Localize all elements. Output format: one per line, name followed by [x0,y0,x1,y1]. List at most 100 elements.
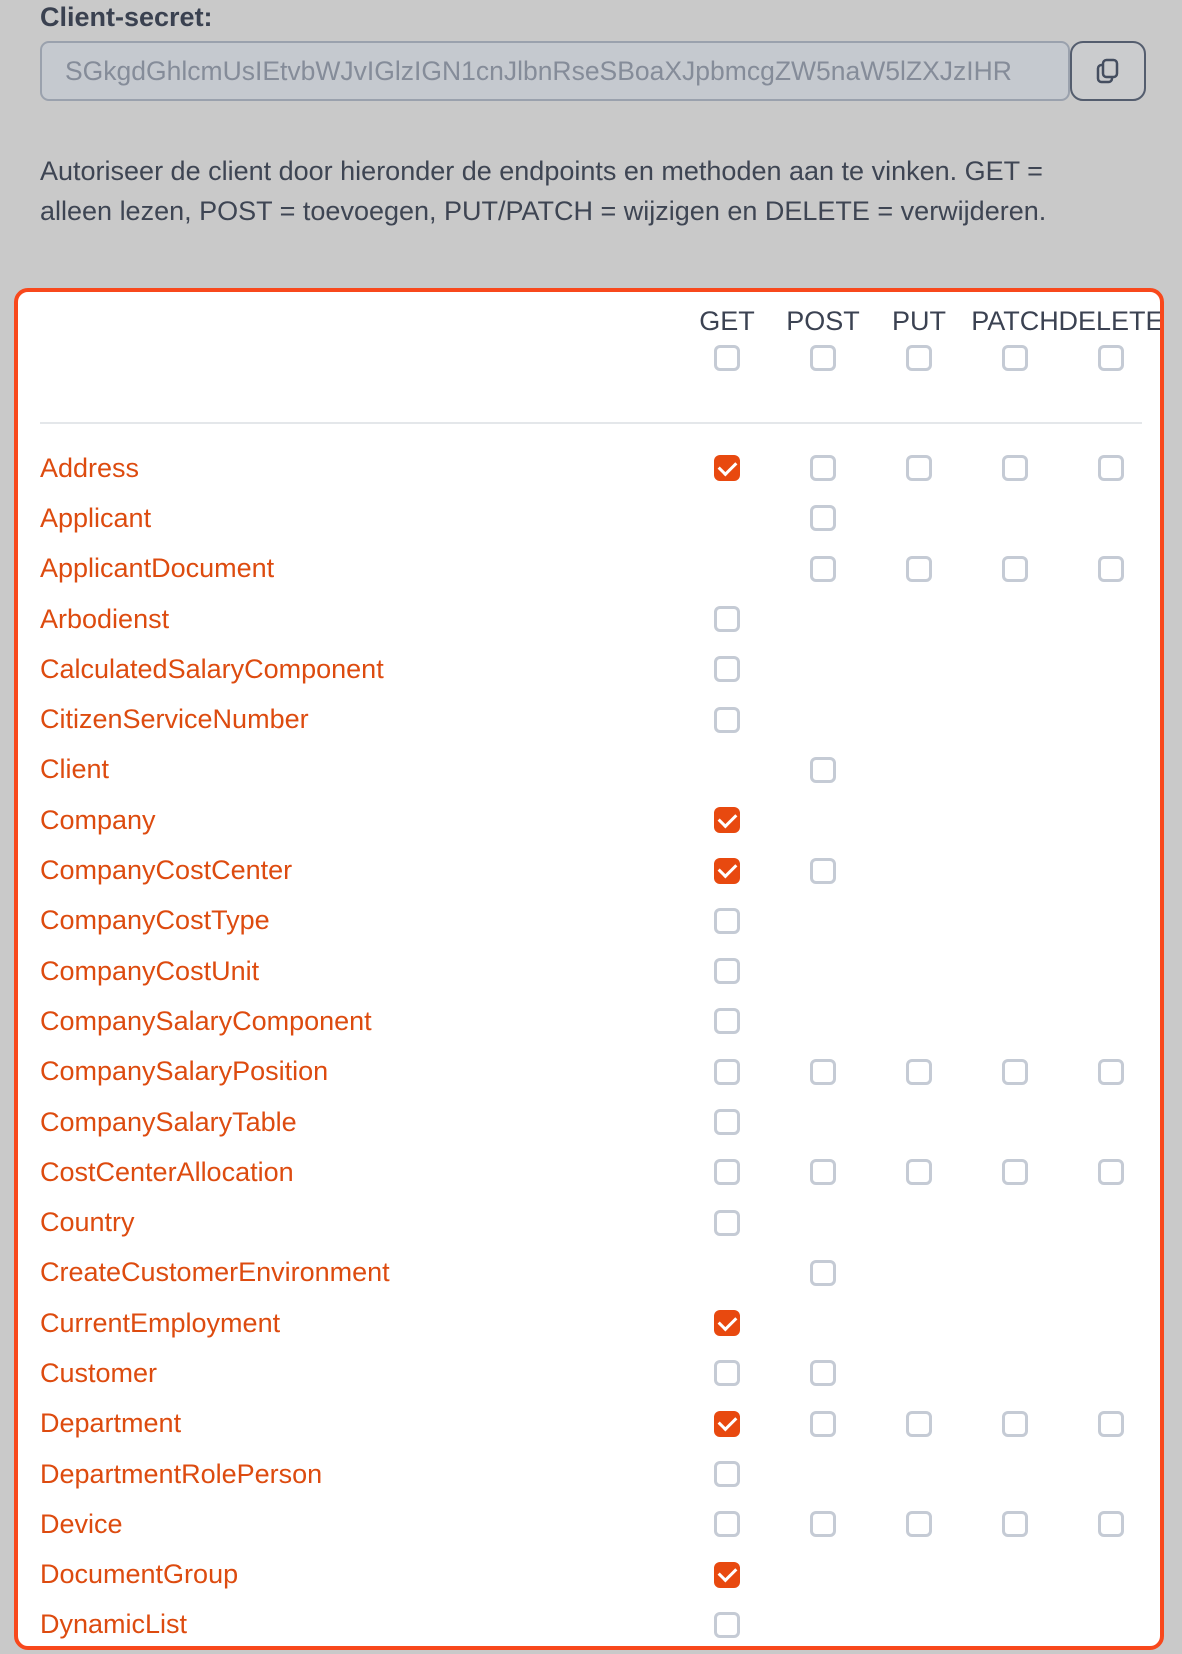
checkbox-address-put[interactable] [906,455,932,482]
checkbox-device-get[interactable] [714,1511,740,1538]
checkbox-customer-get[interactable] [714,1360,740,1387]
checkbox-companycostcenter-post[interactable] [810,857,836,884]
endpoint-link-departmentroleperson[interactable]: DepartmentRolePerson [40,1458,323,1489]
checkbox-device-delete[interactable] [1098,1511,1124,1538]
endpoint-link-companysalarytable[interactable]: CompanySalaryTable [40,1106,297,1137]
checkbox-company-get[interactable] [714,807,740,834]
table-row: CalculatedSalaryComponent [18,644,1160,694]
checkbox-createcustomerenvironment-patch [1002,1260,1028,1286]
endpoint-link-companycostunit[interactable]: CompanyCostUnit [40,955,260,986]
checkbox-costcenterallocation-patch[interactable] [1002,1159,1028,1186]
endpoint-link-arbodienst[interactable]: Arbodienst [40,603,170,634]
table-row: Device [18,1499,1160,1549]
checkbox-address-get[interactable] [714,455,740,482]
checkbox-department-get[interactable] [714,1410,740,1437]
checkbox-dynamiclist-get[interactable] [714,1611,740,1638]
table-row: DocumentGroup [18,1550,1160,1600]
endpoint-link-customer[interactable]: Customer [40,1357,158,1388]
endpoint-link-company[interactable]: Company [40,804,156,835]
checkbox-client-put [906,757,932,783]
table-row: CompanyCostUnit [18,946,1160,996]
checkbox-applicant-post[interactable] [810,505,836,532]
copy-icon [1096,58,1119,84]
checkbox-customer-post[interactable] [810,1360,836,1387]
checkbox-companycostunit-put [906,958,932,984]
checkbox-device-patch[interactable] [1002,1511,1028,1538]
checkbox-citizenservicenumber-patch [1002,707,1028,733]
client-secret-input[interactable]: SGkgdGhlcmUsIEtvbWJvIGlzIGN1cnJlbnRseSBo… [40,41,1070,101]
endpoint-link-companysalaryposition[interactable]: CompanySalaryPosition [40,1056,329,1087]
checkbox-costcenterallocation-post[interactable] [810,1159,836,1186]
checkbox-companycosttype-delete [1098,908,1124,934]
checkbox-citizenservicenumber-get[interactable] [714,706,740,733]
table-row: Country [18,1197,1160,1247]
checkbox-costcenterallocation-delete[interactable] [1098,1159,1124,1186]
checkbox-address-delete[interactable] [1098,455,1124,482]
checkbox-departmentroleperson-get[interactable] [714,1461,740,1488]
checkbox-costcenterallocation-get[interactable] [714,1159,740,1186]
select-all-checkbox-get[interactable] [714,345,740,371]
endpoint-link-citizenservicenumber[interactable]: CitizenServiceNumber [40,704,309,735]
checkbox-companycostunit-get[interactable] [714,958,740,985]
endpoint-link-companycostcenter[interactable]: CompanyCostCenter [40,855,293,886]
endpoint-link-address[interactable]: Address [40,452,140,483]
checkbox-arbodienst-get[interactable] [714,606,740,633]
checkbox-companycostcenter-put [906,858,932,884]
checkbox-companysalaryposition-delete[interactable] [1098,1058,1124,1085]
checkbox-calculatedsalarycomponent-get[interactable] [714,656,740,683]
endpoint-link-companycosttype[interactable]: CompanyCostType [40,905,270,936]
endpoint-link-currentemployment[interactable]: CurrentEmployment [40,1307,281,1338]
table-row: CompanySalaryTable [18,1097,1160,1147]
checkbox-companycostcenter-patch [1002,858,1028,884]
checkbox-createcustomerenvironment-post[interactable] [810,1259,836,1286]
checkbox-arbodienst-post [810,606,836,632]
checkbox-department-put[interactable] [906,1410,932,1437]
select-all-checkbox-delete[interactable] [1098,345,1124,371]
checkbox-applicantdocument-patch[interactable] [1002,555,1028,582]
checkbox-documentgroup-get[interactable] [714,1561,740,1588]
checkbox-companycostcenter-get[interactable] [714,857,740,884]
endpoint-link-documentgroup[interactable]: DocumentGroup [40,1559,239,1590]
endpoint-link-department[interactable]: Department [40,1408,182,1439]
endpoint-link-calculatedsalarycomponent[interactable]: CalculatedSalaryComponent [40,653,384,684]
endpoint-link-createcustomerenvironment[interactable]: CreateCustomerEnvironment [40,1257,390,1288]
checkbox-department-patch[interactable] [1002,1410,1028,1437]
checkbox-companysalarycomponent-get[interactable] [714,1008,740,1035]
checkbox-applicantdocument-delete[interactable] [1098,555,1124,582]
checkbox-department-delete[interactable] [1098,1410,1124,1437]
copy-button[interactable] [1070,41,1146,101]
checkbox-client-post[interactable] [810,756,836,783]
checkbox-companysalarytable-get[interactable] [714,1109,740,1135]
select-all-checkbox-post[interactable] [810,345,836,371]
endpoint-link-applicantdocument[interactable]: ApplicantDocument [40,553,275,584]
checkbox-device-post[interactable] [810,1511,836,1538]
select-all-checkbox-patch[interactable] [1002,345,1028,371]
checkbox-currentemployment-get[interactable] [714,1310,740,1337]
checkbox-companysalaryposition-put[interactable] [906,1058,932,1085]
checkbox-companysalaryposition-get[interactable] [714,1058,740,1085]
checkbox-companysalaryposition-patch[interactable] [1002,1058,1028,1085]
checkbox-company-delete [1098,807,1124,833]
checkbox-address-post[interactable] [810,455,836,482]
checkbox-department-post[interactable] [810,1410,836,1437]
endpoint-link-companysalarycomponent[interactable]: CompanySalaryComponent [40,1005,372,1036]
checkbox-applicantdocument-post[interactable] [810,555,836,582]
checkbox-companycosttype-get[interactable] [714,907,740,934]
select-all-checkbox-put[interactable] [906,345,932,371]
checkbox-customer-patch [1002,1360,1028,1386]
checkbox-address-patch[interactable] [1002,455,1028,482]
checkbox-costcenterallocation-put[interactable] [906,1159,932,1186]
checkbox-companysalaryposition-post[interactable] [810,1058,836,1085]
checkbox-companycosttype-patch [1002,908,1028,934]
checkbox-arbodienst-patch [1002,606,1028,632]
endpoint-link-device[interactable]: Device [40,1508,123,1539]
endpoint-link-applicant[interactable]: Applicant [40,502,152,533]
checkbox-country-get[interactable] [714,1209,740,1236]
endpoint-link-country[interactable]: Country [40,1207,135,1238]
checkbox-applicantdocument-put[interactable] [906,555,932,582]
endpoint-link-costcenterallocation[interactable]: CostCenterAllocation [40,1156,294,1187]
endpoint-link-client[interactable]: Client [40,754,110,785]
table-row: CurrentEmployment [18,1298,1160,1348]
endpoint-link-dynamiclist[interactable]: DynamicList [40,1609,188,1640]
checkbox-device-put[interactable] [906,1511,932,1538]
